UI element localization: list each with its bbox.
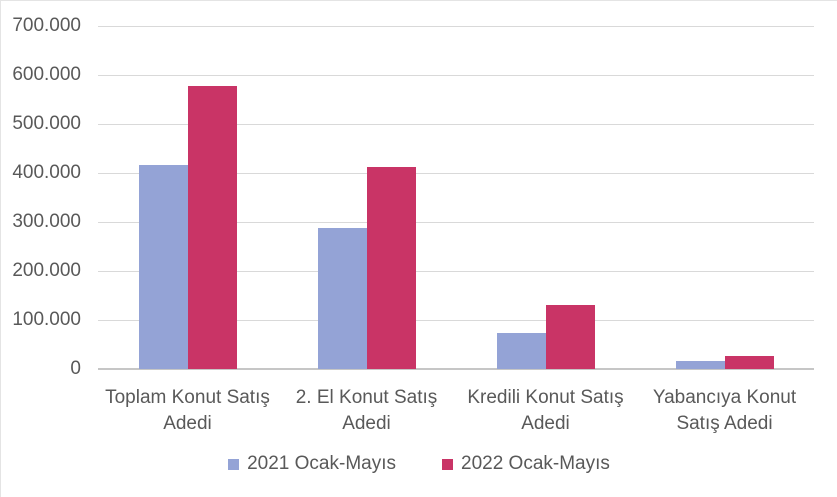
gridline [98,271,814,272]
bar-group [277,26,456,369]
x-axis-line [98,368,814,370]
gridline [98,26,814,27]
legend-label: 2022 Ocak-Mayıs [461,453,610,474]
bar-series-0[interactable] [138,165,188,369]
bar-series-1[interactable] [366,167,416,369]
legend-item[interactable]: 2021 Ocak-Mayıs [228,453,396,475]
category-label: 2. El Konut Satış Adedi [295,387,438,434]
bar-series-0[interactable] [675,361,725,369]
category-label: Kredili Konut Satış Adedi [467,387,624,434]
y-tick-label: 100.000 [12,309,81,330]
gridline [98,75,814,76]
gridline [98,222,814,223]
y-tick-label: 700.000 [12,15,81,36]
y-tick-label: 0 [70,358,81,379]
bar-series-1[interactable] [187,86,237,369]
bar-group [456,26,635,369]
bar-series-0[interactable] [317,228,367,369]
y-tick-label: 300.000 [12,211,81,232]
legend-label: 2021 Ocak-Mayıs [247,453,396,474]
y-tick-label: 200.000 [12,260,81,281]
legend-swatch-icon [442,458,453,470]
y-tick-label: 500.000 [12,113,81,134]
y-axis: 0 100.000 200.000 300.000 400.000 500.000 600.… [1,1,81,497]
legend-swatch-icon [228,458,240,470]
y-tick-label: 400.000 [12,162,81,183]
y-tick-label: 600.000 [12,64,81,85]
category-label: Toplam Konut Satış Adedi [105,387,270,434]
plot-area [98,26,814,370]
gridline [98,320,814,321]
bar-group [635,26,814,369]
gridline [98,124,814,125]
bar-series-1[interactable] [545,305,595,369]
gridline [98,173,814,174]
category-label: Yabancıya Konut Satış Adedi [652,387,797,434]
bar-series-0[interactable] [496,333,546,369]
bar-series-1[interactable] [724,356,774,369]
legend-item[interactable]: 2022 Ocak-Mayıs [442,453,610,475]
legend: 2021 Ocak-Mayıs 2022 Ocak-Mayıs [1,453,837,475]
bar-group [98,26,277,369]
